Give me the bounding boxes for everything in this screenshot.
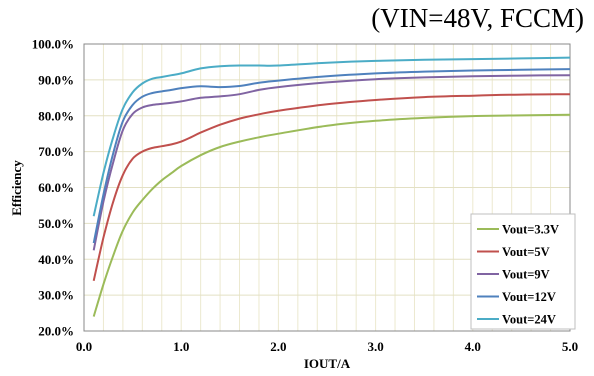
- legend-label-vout-24v: Vout=24V: [502, 313, 556, 327]
- series-line-vout-5v: [92, 93, 571, 282]
- y-tick-label: 40.0%: [38, 252, 74, 267]
- x-tick-label: 4.0: [465, 339, 481, 354]
- legend-label-vout-3-3v: Vout=3.3V: [502, 223, 559, 237]
- y-axis-ticks: 20.0% 30.0% 40.0% 50.0% 60.0% 70.0% 80.0% 90.0%…: [32, 37, 74, 339]
- y-tick-label: 30.0%: [38, 288, 74, 303]
- legend-box: [470, 213, 576, 330]
- x-axis-label: IOUT/A: [304, 356, 351, 371]
- y-tick-label: 60.0%: [38, 180, 74, 195]
- y-tick-label: 20.0%: [38, 324, 74, 339]
- x-tick-label: 3.0: [367, 339, 383, 354]
- y-tick-label: 50.0%: [38, 216, 74, 231]
- series-line-vout-9v: [92, 74, 571, 251]
- x-axis-ticks: 0.0 1.0 2.0 3.0 4.0 5.0: [76, 339, 578, 354]
- chart-title: (VIN=48V, FCCM): [371, 3, 584, 33]
- y-tick-label: 70.0%: [38, 144, 74, 159]
- series-line-vout-12v: [92, 68, 571, 244]
- series-lines: [92, 56, 571, 317]
- legend-label-vout-9v: Vout=9V: [502, 268, 550, 282]
- y-tick-label: 90.0%: [38, 72, 74, 87]
- legend: Vout=3.3V Vout=5V Vout=9V Vout=12V Vout=24V: [470, 213, 576, 330]
- y-tick-label: 100.0%: [32, 37, 74, 52]
- x-tick-label: 1.0: [173, 339, 189, 354]
- plot-area-border: [83, 43, 571, 332]
- y-axis-label: Efficiency: [9, 160, 24, 216]
- legend-label-vout-5v: Vout=5V: [502, 245, 550, 259]
- series-line-vout-24v: [92, 56, 571, 217]
- legend-label-vout-12v: Vout=12V: [502, 290, 556, 304]
- y-tick-label: 80.0%: [38, 108, 74, 123]
- x-tick-label: 5.0: [562, 339, 578, 354]
- x-tick-label: 2.0: [270, 339, 286, 354]
- x-tick-label: 0.0: [76, 339, 92, 354]
- series-line-vout-3-3v: [92, 113, 571, 317]
